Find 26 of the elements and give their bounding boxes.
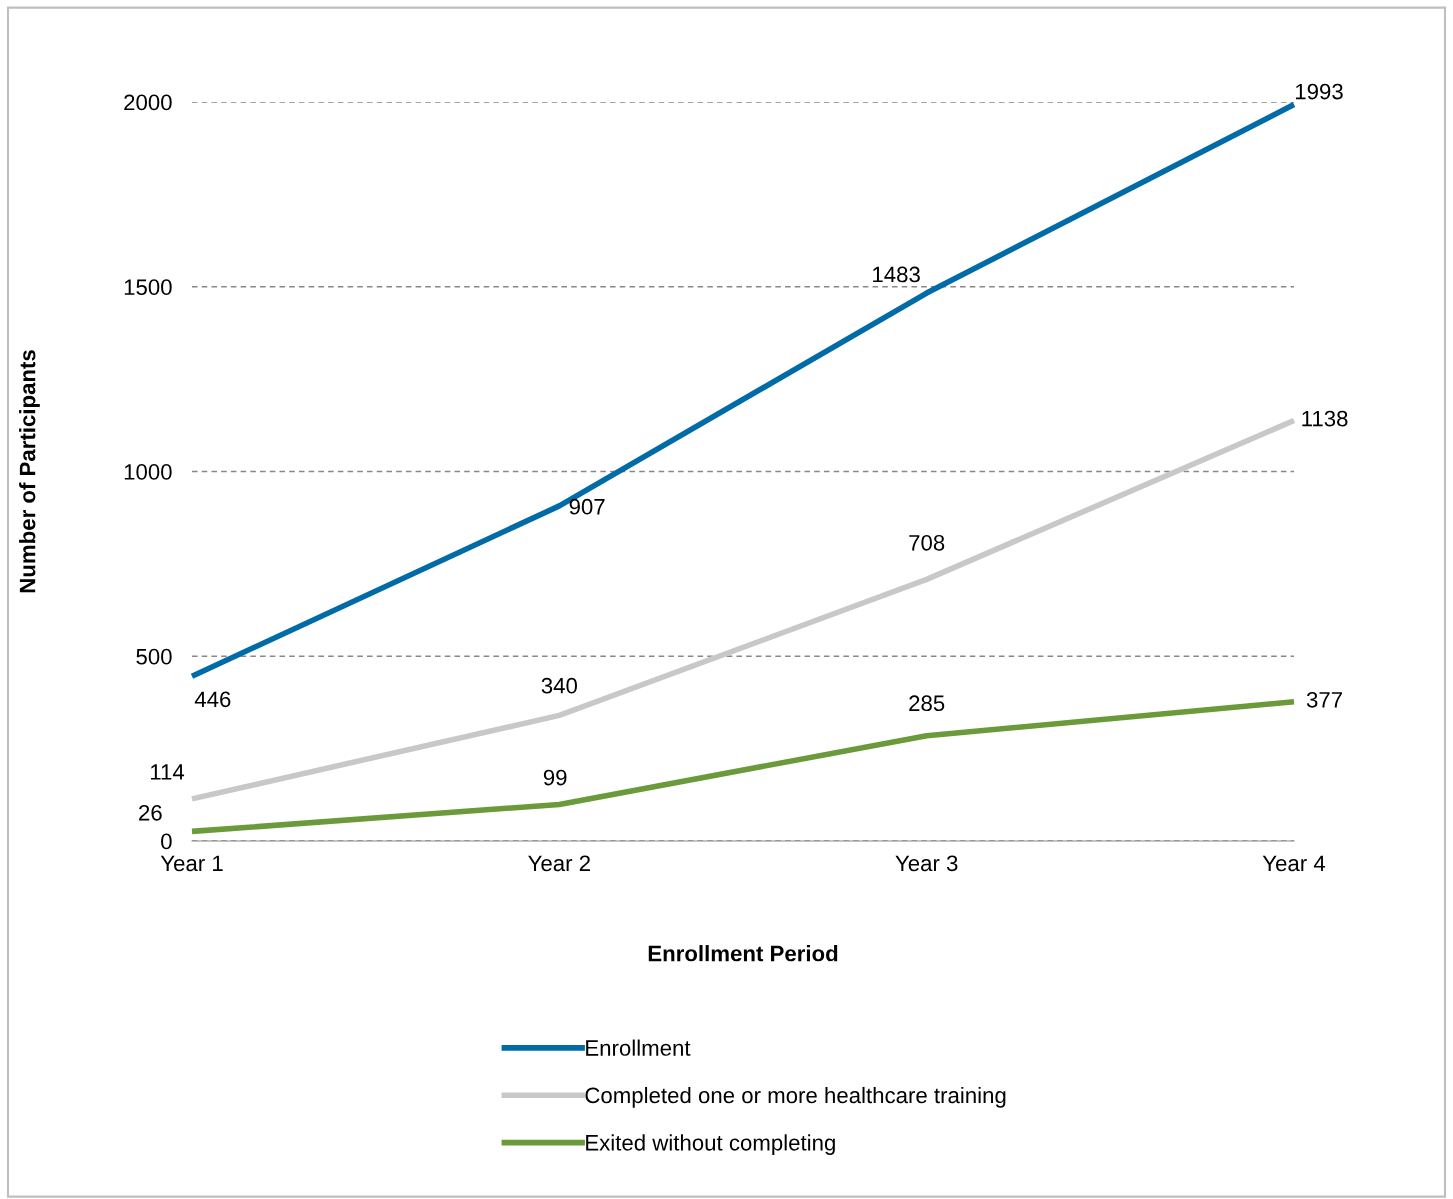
legend-label: Completed one or more healthcare training [585, 1086, 1006, 1108]
data-label: 907 [569, 498, 605, 515]
x-tick-label: Year 4 [1262, 855, 1326, 872]
y-tick-label: 2000 [124, 94, 172, 111]
data-label: 114 [150, 764, 185, 780]
x-tick-label: Year 1 [160, 855, 223, 872]
data-label: 1993 [1295, 83, 1343, 100]
data-label: 1138 [1302, 410, 1348, 427]
data-label: 377 [1306, 691, 1342, 708]
y-axis-title: Number of Participants [19, 350, 40, 593]
data-label: 340 [541, 677, 577, 694]
x-tick-label: Year 2 [528, 855, 590, 872]
data-label: 99 [543, 769, 567, 786]
y-tick-label: 0 [161, 833, 172, 850]
y-tick-label: 500 [136, 648, 172, 665]
data-label: 708 [909, 534, 945, 551]
data-label: 446 [194, 691, 231, 708]
data-label: 1483 [873, 266, 920, 283]
x-tick-label: Year 3 [895, 855, 958, 872]
data-label: 285 [909, 695, 945, 712]
x-axis-title: Enrollment Period [648, 945, 838, 962]
legend-label: Enrollment [586, 1039, 691, 1056]
data-label: 26 [139, 804, 162, 821]
legend-label: Exited without completing [586, 1134, 835, 1156]
y-tick-label: 1500 [124, 279, 172, 296]
y-tick-label: 1000 [124, 464, 172, 480]
